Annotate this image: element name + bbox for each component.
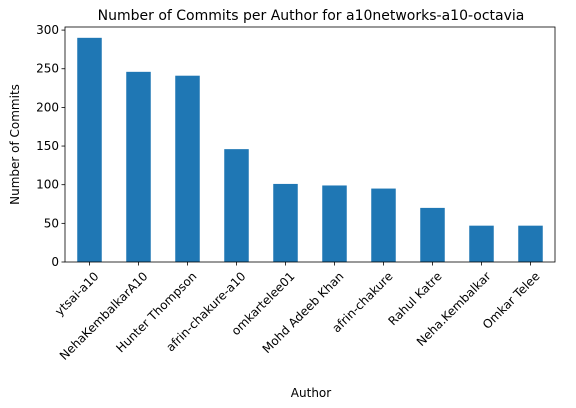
bar-6 <box>322 185 347 262</box>
y-tick-label: 50 <box>44 216 59 230</box>
x-tick-label: NehaKembalkarA10 <box>57 269 151 363</box>
chart-title: Number of Commits per Author for a10netw… <box>98 8 525 24</box>
bar-7 <box>371 188 396 262</box>
plot-frame <box>64 26 556 263</box>
bar-8 <box>420 207 445 262</box>
x-tick-label: ytsai-a10 <box>52 269 101 318</box>
bar-4 <box>224 149 249 262</box>
bar-9 <box>469 225 494 262</box>
y-tick-label: 150 <box>36 139 59 153</box>
x-axis-label: Author <box>291 386 331 400</box>
x-tick-label: Hunter Thompson <box>113 269 199 355</box>
y-tick-label: 0 <box>51 255 59 269</box>
bar-3 <box>175 75 200 263</box>
y-tick-label: 200 <box>36 100 59 114</box>
y-tick-label: 100 <box>36 178 59 192</box>
bar-5 <box>273 183 298 262</box>
y-axis-label: Number of Commits <box>8 84 22 205</box>
bar-10 <box>518 225 543 262</box>
bar-2 <box>126 71 151 262</box>
bar-1 <box>77 37 102 262</box>
y-axis-ticks: 0 50 100 150 200 250 300 <box>36 23 65 269</box>
x-tick-label: Mohd Adeeb Khan <box>260 269 347 356</box>
y-tick-label: 250 <box>36 62 59 76</box>
bars-group <box>77 37 543 263</box>
y-tick-label: 300 <box>36 23 59 37</box>
